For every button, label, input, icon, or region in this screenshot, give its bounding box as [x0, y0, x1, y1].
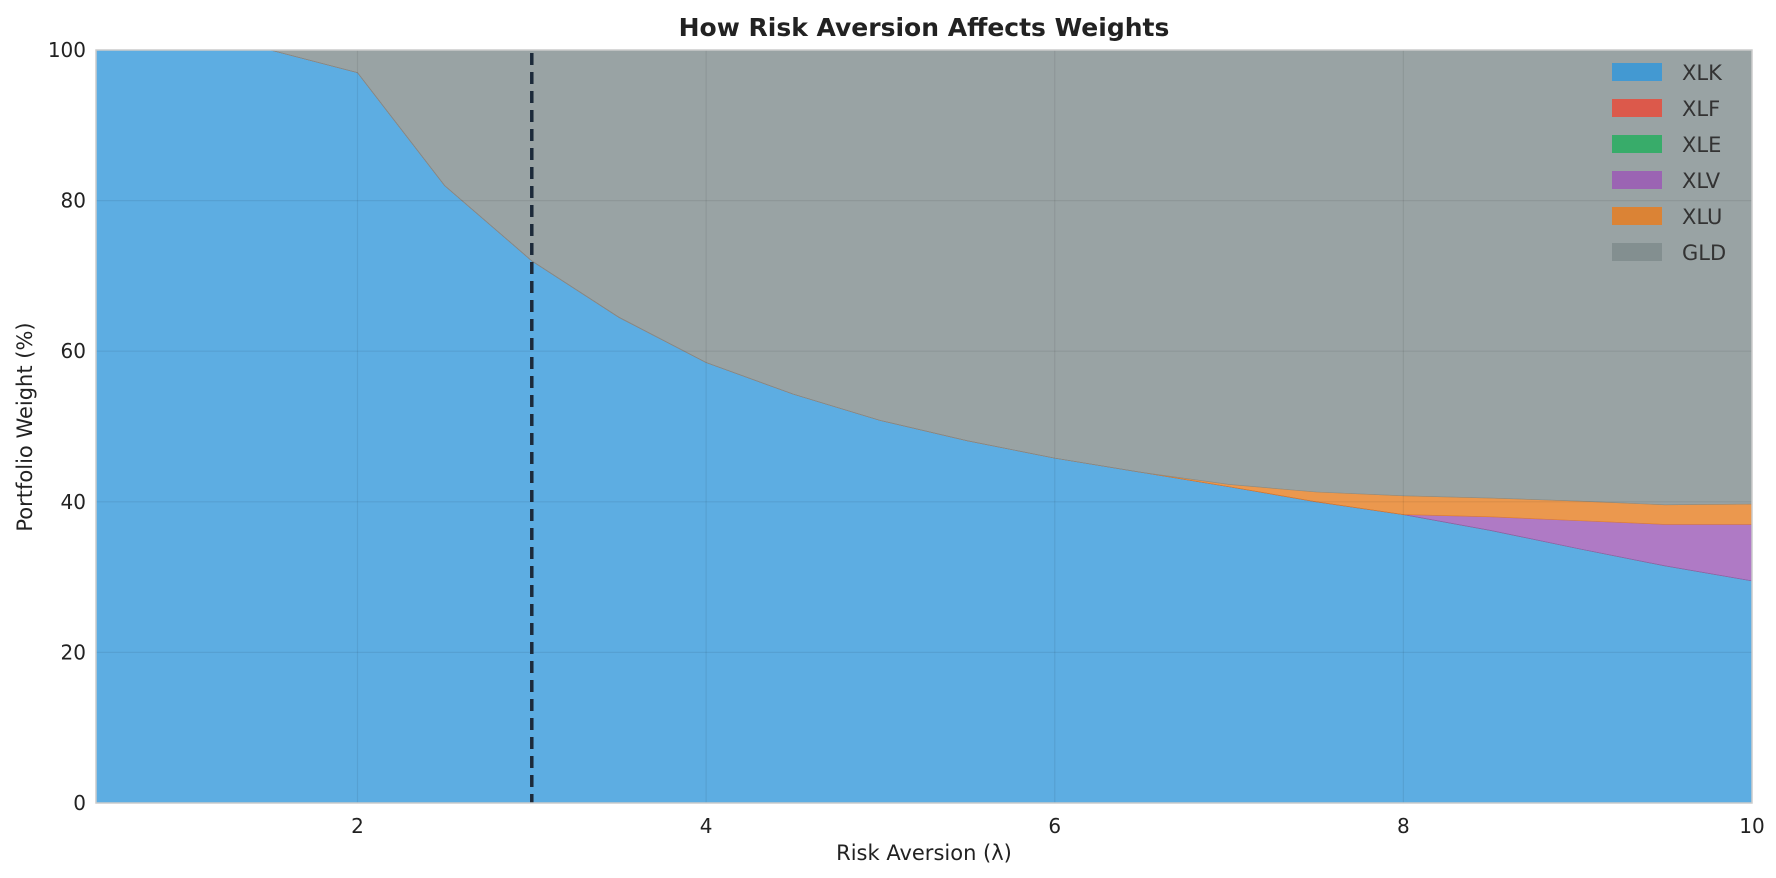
plot-frame — [95, 49, 1753, 804]
legend-swatch — [1612, 171, 1662, 189]
legend-label: XLF — [1682, 97, 1720, 121]
legend-item-xlk: XLK — [1612, 61, 1723, 85]
legend-swatch — [1612, 99, 1662, 117]
y-tick-label: 80 — [61, 189, 86, 213]
y-tick-labels: 0 20 40 60 80 100 — [48, 38, 86, 815]
legend-label: XLV — [1682, 169, 1721, 193]
x-tick-label: 10 — [1739, 814, 1764, 838]
y-tick-label: 60 — [61, 339, 86, 363]
chart-title: How Risk Aversion Affects Weights — [679, 13, 1170, 42]
x-tick-label: 4 — [700, 814, 713, 838]
legend-label: GLD — [1682, 241, 1726, 265]
legend-label: XLE — [1682, 133, 1721, 157]
y-tick-label: 40 — [61, 490, 86, 514]
x-tick-label: 6 — [1048, 814, 1061, 838]
x-tick-label: 2 — [351, 814, 364, 838]
legend-swatch — [1612, 207, 1662, 225]
y-tick-label: 20 — [61, 640, 86, 664]
legend-item-xlv: XLV — [1612, 169, 1721, 193]
legend-swatch — [1612, 135, 1662, 153]
legend-item-xlf: XLF — [1612, 97, 1720, 121]
x-axis-label: Risk Aversion (λ) — [836, 841, 1012, 865]
legend-label: XLU — [1682, 205, 1722, 229]
legend-item-xlu: XLU — [1612, 205, 1722, 229]
x-tick-label: 8 — [1397, 814, 1410, 838]
legend-swatch — [1612, 63, 1662, 81]
y-tick-label: 0 — [73, 791, 86, 815]
legend-swatch — [1612, 243, 1662, 261]
stacked-areas — [95, 49, 1753, 804]
x-tick-labels: 2 4 6 8 10 — [351, 814, 1765, 838]
legend-label: XLK — [1682, 61, 1723, 85]
y-axis-label: Portfolio Weight (%) — [13, 322, 37, 531]
y-tick-label: 100 — [48, 38, 86, 62]
legend: XLK XLF XLE XLV XLU GLD — [1612, 61, 1726, 265]
legend-item-gld: GLD — [1612, 241, 1726, 265]
legend-item-xle: XLE — [1612, 133, 1721, 157]
